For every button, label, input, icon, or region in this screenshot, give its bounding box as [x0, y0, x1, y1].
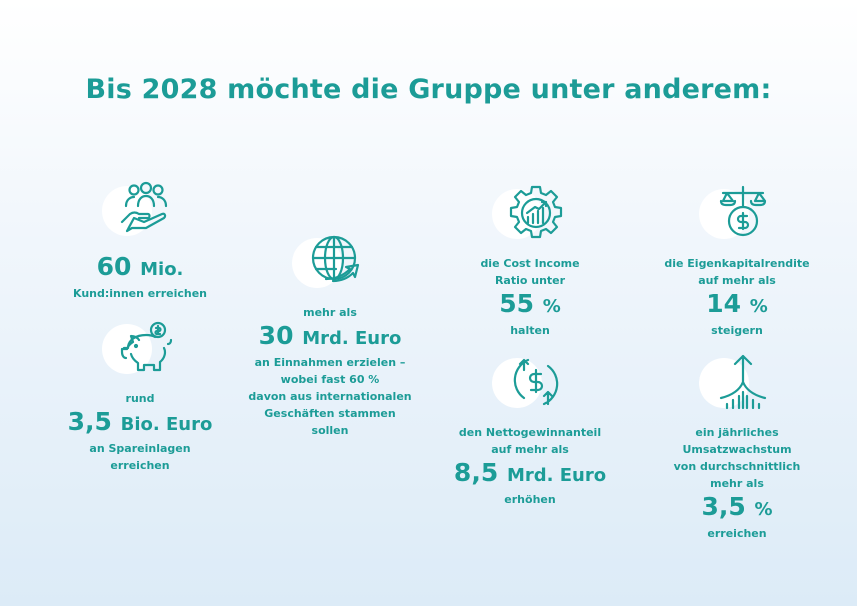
goal-text: ein jährliches: [695, 426, 779, 439]
goal-number: 3,5: [67, 407, 112, 436]
goal-text: den Nettogewinnanteil: [458, 426, 602, 439]
goal-value: 60 Mio.: [10, 252, 270, 285]
goal-text: mehr als: [303, 306, 357, 319]
goal-text: Ratio unter: [494, 274, 566, 287]
goal-unit: %: [749, 296, 768, 317]
goal-unit: Mrd. Euro: [302, 328, 402, 349]
goal-text: an Einnahmen erzielen –: [254, 356, 406, 369]
goal-number: 55: [499, 289, 535, 318]
goal-block: 60 Mio. Kund:innen erreichen: [10, 180, 270, 302]
goal-text: die Cost Income: [480, 257, 580, 270]
people-hand-icon: [100, 180, 180, 242]
goal-value: 55 %: [400, 289, 660, 322]
goal-text: erreichen: [110, 459, 170, 472]
growth-arrow-icon: [697, 352, 777, 414]
goal-block: mehr als 30 Mrd. Euro an Einnahmen erziele…: [200, 232, 460, 439]
goal-text: wobei fast 60 %: [280, 373, 380, 386]
goal-unit: %: [542, 296, 561, 317]
goal-value: 8,5 Mrd. Euro: [400, 458, 660, 491]
goal-text: sollen: [311, 424, 349, 437]
goal-text: Geschäften stammen: [264, 407, 396, 420]
goal-text: Umsatzwachstum: [682, 443, 792, 456]
goal-block: die Eigenkapitalrendite auf mehr als 14 % s…: [607, 183, 857, 339]
goal-unit: %: [754, 499, 773, 520]
goal-text: steigern: [711, 324, 763, 337]
dollar-cycle-icon: [490, 352, 570, 414]
goal-text: die Eigenkapitalrendite: [664, 257, 810, 270]
goal-value: 3,5 Bio. Euro: [10, 407, 270, 440]
goal-block: die Cost Income Ratio unter 55 % halten: [400, 183, 660, 339]
globe-arrow-icon: [290, 232, 370, 294]
goal-text: Kund:innen erreichen: [72, 287, 207, 300]
goal-text: von durchschnittlich: [673, 460, 801, 473]
goal-number: 8,5: [453, 458, 499, 487]
goal-unit: Mrd. Euro: [506, 465, 607, 486]
goal-text: rund: [125, 392, 155, 405]
goal-block: ein jährliches Umsatzwachstum von durchsch…: [607, 352, 857, 542]
goal-number: 30: [258, 321, 294, 350]
goal-number: 3,5: [701, 492, 746, 521]
goal-value: 30 Mrd. Euro: [200, 321, 460, 354]
goal-value: 3,5 %: [607, 492, 857, 525]
goal-value: 14 %: [607, 289, 857, 322]
goal-text: mehr als: [710, 477, 764, 490]
goal-text: an Spareinlagen: [89, 442, 191, 455]
goal-unit: Mio.: [140, 259, 184, 280]
page-title: Bis 2028 möchte die Gruppe unter anderem…: [85, 74, 772, 105]
goal-text: auf mehr als: [698, 274, 776, 287]
goal-number: 60: [96, 252, 132, 281]
goal-text: davon aus internationalen: [248, 390, 412, 403]
goal-text: erhöhen: [504, 493, 556, 506]
goal-number: 14: [706, 289, 742, 318]
goal-text: halten: [510, 324, 550, 337]
goal-block: den Nettogewinnanteil auf mehr als 8,5 Mrd…: [400, 352, 660, 508]
goal-unit: Bio. Euro: [120, 414, 213, 435]
scale-dollar-icon: [697, 183, 777, 245]
goal-block: rund 3,5 Bio. Euro an Spareinlagen erreiche…: [10, 318, 270, 474]
gear-chart-icon: [490, 183, 570, 245]
piggy-bank-icon: [100, 318, 180, 380]
goal-text: erreichen: [707, 527, 767, 540]
goal-text: auf mehr als: [491, 443, 569, 456]
